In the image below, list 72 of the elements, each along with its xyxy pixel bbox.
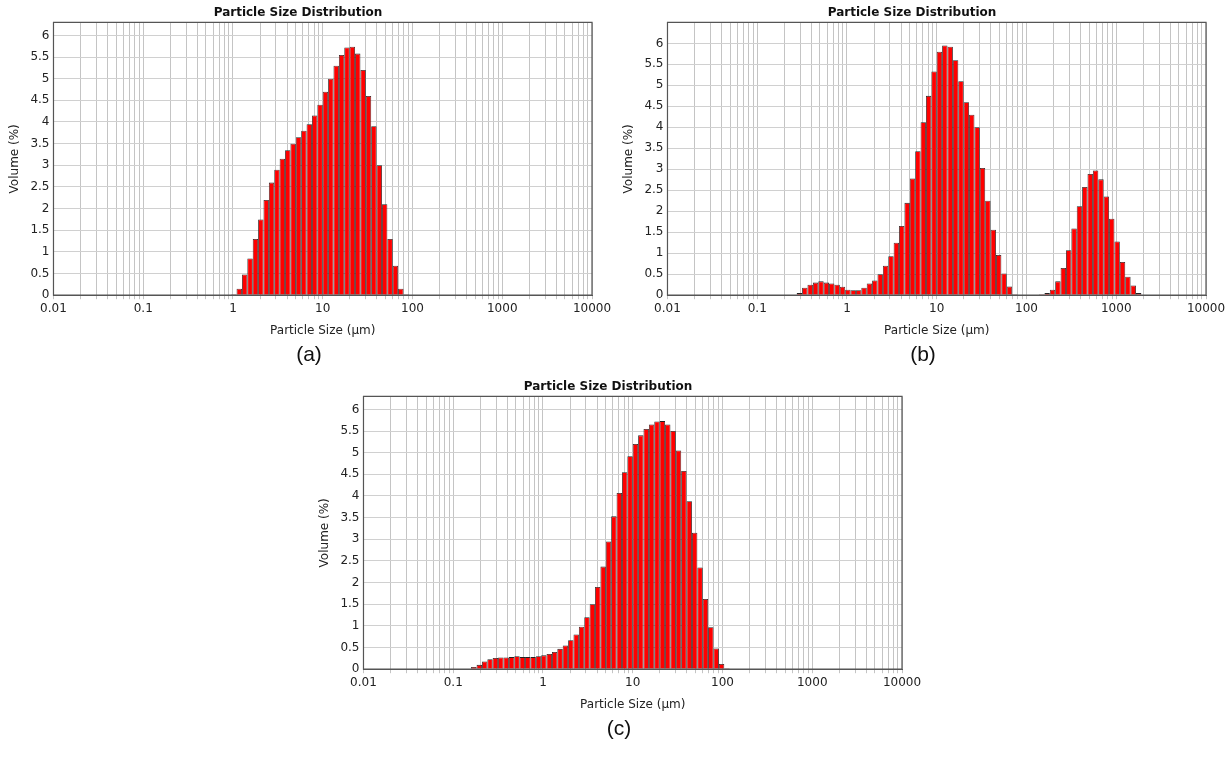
y-axis-title: Volume (%): [621, 124, 636, 194]
x-tick-label: 0.01: [350, 674, 377, 689]
y-tick-label: 3.5: [30, 135, 50, 150]
x-tick-label: 10: [315, 300, 331, 315]
y-tick-label: 2.5: [644, 182, 664, 197]
y-tick-label: 5.5: [30, 49, 50, 64]
y-tick-label: 3: [351, 531, 360, 546]
y-tick-label: 4.5: [644, 98, 664, 113]
x-tick-label: 1000: [1100, 300, 1132, 315]
x-tick-label: 1000: [796, 674, 828, 689]
y-tick-label: 3: [41, 157, 50, 172]
y-tick-label: 2.5: [340, 553, 360, 568]
y-tick-label: 1.5: [30, 222, 50, 237]
y-tick-label: 2: [655, 203, 664, 218]
x-axis-title: Particle Size (µm): [884, 322, 990, 337]
x-tick-label: 100: [711, 674, 734, 689]
y-tick-label: 2: [351, 574, 360, 589]
y-tick-label: 1.5: [644, 224, 664, 239]
x-axis-title: Particle Size (µm): [270, 322, 376, 337]
y-tick-label: 4: [351, 488, 360, 503]
x-tick-label: 1: [539, 674, 547, 689]
y-tick-label: 6: [351, 401, 360, 416]
y-tick-label: 2: [41, 200, 50, 215]
x-tick-label: 100: [401, 300, 424, 315]
y-tick-label: 5.5: [340, 423, 360, 438]
chart-title: Particle Size Distribution: [827, 5, 997, 20]
y-tick-label: 0.5: [30, 265, 50, 280]
y-tick-label: 1: [351, 618, 360, 633]
y-tick-label: 2.5: [30, 179, 50, 194]
y-tick-label: 4: [655, 119, 664, 134]
x-tick-label: 10: [929, 300, 945, 315]
text: (a): [295, 342, 323, 366]
x-tick-label: 1: [229, 300, 237, 315]
x-tick-label: 0.1: [747, 300, 767, 315]
y-tick-label: 6: [41, 27, 50, 42]
y-tick-label: 0.5: [644, 266, 664, 281]
y-tick-label: 1: [655, 245, 664, 260]
y-tick-label: 3.5: [340, 509, 360, 524]
y-tick-label: 4: [41, 114, 50, 129]
x-tick-label: 0.1: [133, 300, 153, 315]
y-tick-label: 1.5: [340, 596, 360, 611]
y-tick-label: 5.5: [644, 56, 664, 71]
y-tick-label: 1: [41, 244, 50, 259]
x-tick-label: 1: [843, 300, 851, 315]
text: (b): [909, 342, 937, 366]
y-tick-label: 0: [351, 661, 360, 676]
y-tick-label: 5: [655, 77, 664, 92]
x-tick-label: 100: [1015, 300, 1038, 315]
y-tick-label: 4.5: [340, 466, 360, 481]
y-tick-label: 0.5: [340, 639, 360, 654]
x-axis-title: Particle Size (µm): [580, 696, 686, 711]
x-tick-label: 1000: [486, 300, 518, 315]
y-tick-label: 4.5: [30, 92, 50, 107]
chart-title: Particle Size Distribution: [213, 5, 383, 20]
y-axis-title: Volume (%): [7, 124, 22, 194]
y-tick-label: 5: [41, 70, 50, 85]
x-tick-label: 0.01: [654, 300, 681, 315]
y-tick-label: 0: [41, 287, 50, 302]
x-tick-label: 0.1: [443, 674, 463, 689]
y-tick-label: 6: [655, 35, 664, 50]
x-tick-label: 10: [625, 674, 641, 689]
text: (c): [605, 716, 633, 740]
y-tick-label: 3.5: [644, 140, 664, 155]
x-tick-label: 0.01: [40, 300, 67, 315]
y-tick-label: 5: [351, 444, 360, 459]
x-tick-label: 10000: [572, 300, 612, 315]
y-tick-label: 0: [655, 287, 664, 302]
y-axis-title: Volume (%): [317, 498, 332, 568]
x-tick-label: 10000: [1186, 300, 1226, 315]
chart-title: Particle Size Distribution: [523, 379, 693, 394]
y-tick-label: 3: [655, 161, 664, 176]
x-tick-label: 10000: [882, 674, 922, 689]
